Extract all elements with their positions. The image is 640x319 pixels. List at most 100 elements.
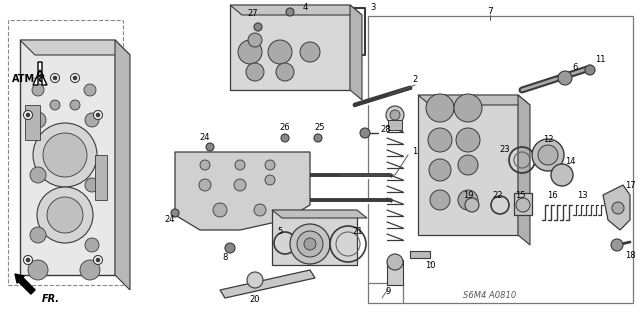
Text: 5: 5 [277,227,283,236]
Polygon shape [33,62,47,85]
Text: 26: 26 [280,122,291,131]
Circle shape [171,209,179,217]
Text: 27: 27 [248,9,259,18]
Text: 28: 28 [380,125,390,135]
Text: S6M4 A0810: S6M4 A0810 [463,291,516,300]
Bar [410,251,430,258]
Circle shape [426,94,454,122]
Polygon shape [272,210,367,218]
Circle shape [24,256,33,264]
Circle shape [254,204,266,216]
Text: 23: 23 [500,145,510,154]
Text: 3: 3 [370,3,376,11]
Circle shape [551,164,573,186]
Text: 22: 22 [493,191,503,201]
Text: 9: 9 [385,287,390,296]
Circle shape [50,100,60,110]
Text: 11: 11 [595,56,605,64]
Circle shape [51,73,60,83]
Circle shape [26,258,30,262]
Text: 4: 4 [302,3,308,11]
Circle shape [585,65,595,75]
Circle shape [268,40,292,64]
Circle shape [93,256,102,264]
FancyArrow shape [15,274,35,294]
Circle shape [360,128,370,138]
Circle shape [70,73,79,83]
Circle shape [254,23,262,31]
Circle shape [96,258,100,262]
Circle shape [80,260,100,280]
Circle shape [30,227,46,243]
Circle shape [32,84,44,96]
Circle shape [37,187,93,243]
Bar [387,260,403,285]
Circle shape [516,198,530,212]
Circle shape [286,8,294,16]
Circle shape [247,272,263,288]
Polygon shape [20,40,130,55]
Polygon shape [220,270,315,298]
Text: 1: 1 [412,147,417,157]
Circle shape [456,128,480,152]
Text: 6: 6 [572,63,577,72]
Polygon shape [418,95,530,105]
Text: FR.: FR. [42,294,60,304]
Circle shape [538,145,558,165]
Circle shape [206,143,214,151]
Circle shape [225,243,235,253]
Circle shape [30,167,46,183]
Text: 14: 14 [565,158,575,167]
Circle shape [73,76,77,80]
Circle shape [558,71,572,85]
Polygon shape [230,5,362,15]
Circle shape [47,197,83,233]
Circle shape [386,106,404,124]
Circle shape [199,179,211,191]
Text: 17: 17 [625,181,636,189]
Circle shape [429,159,451,181]
Circle shape [297,231,323,257]
Circle shape [314,134,322,142]
Circle shape [85,113,99,127]
Bar [25,105,40,140]
Circle shape [246,63,264,81]
Text: ATM-8: ATM-8 [12,74,46,84]
Text: 7: 7 [487,8,493,17]
Bar [8,20,123,285]
Circle shape [290,224,330,264]
Circle shape [532,139,564,171]
Text: 24: 24 [164,216,175,225]
Circle shape [276,63,294,81]
Circle shape [458,155,478,175]
Circle shape [238,40,262,64]
Circle shape [465,198,479,212]
Text: 8: 8 [222,253,228,262]
Circle shape [612,202,624,214]
Bar [272,210,357,265]
Bar [20,40,115,275]
Text: 25: 25 [315,123,325,132]
Circle shape [248,33,262,47]
Bar [368,16,633,303]
Polygon shape [350,5,362,100]
Polygon shape [175,152,310,230]
Circle shape [200,160,210,170]
Circle shape [85,238,99,252]
Circle shape [265,160,275,170]
Text: 21: 21 [353,227,364,236]
Circle shape [30,112,46,128]
Polygon shape [603,185,630,230]
Text: 10: 10 [425,262,435,271]
Text: 12: 12 [543,136,553,145]
Circle shape [611,239,623,251]
Circle shape [458,190,478,210]
Polygon shape [115,40,130,290]
Text: 24: 24 [200,133,211,143]
Text: 2: 2 [412,76,417,85]
Circle shape [265,175,275,185]
Bar [230,5,350,90]
Circle shape [93,110,102,120]
Circle shape [235,160,245,170]
Polygon shape [518,95,530,245]
